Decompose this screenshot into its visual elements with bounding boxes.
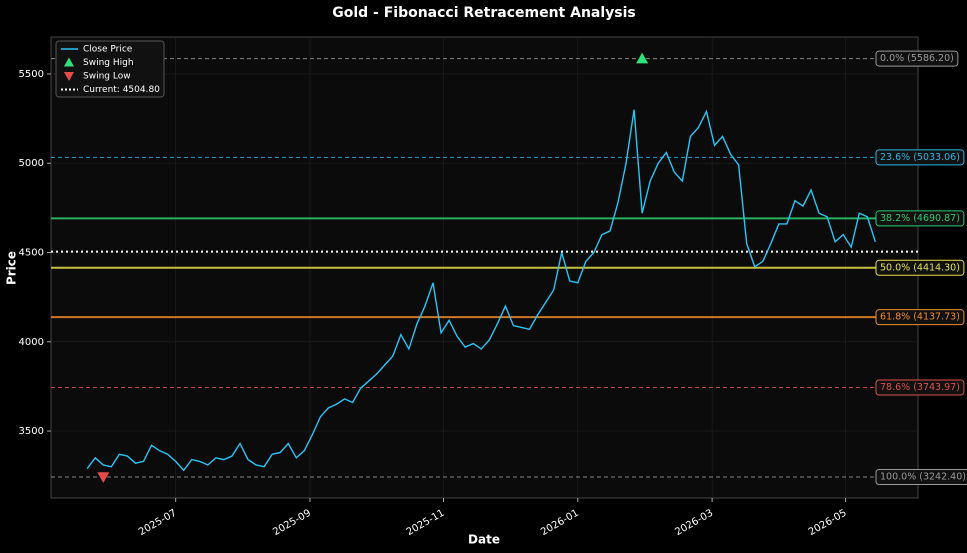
swing-marker	[97, 472, 110, 484]
fib-label-box	[875, 379, 965, 396]
y-tick-label: 3500	[19, 426, 44, 437]
fib-label-box	[875, 50, 959, 67]
fib-label-box	[875, 309, 965, 326]
fib-label: 61.8% (4137.73)	[875, 309, 965, 326]
legend-label: Current: 4504.80	[83, 85, 160, 95]
fib-level-label: 50.0% (4414.30)	[880, 262, 960, 273]
legend-label: Swing Low	[83, 72, 131, 82]
x-axis-label: Date	[468, 533, 500, 547]
fib-level-label: 61.8% (4137.73)	[880, 312, 960, 323]
fib-level-label: 38.2% (4690.87)	[880, 213, 960, 224]
chart-title: Gold - Fibonacci Retracement Analysis	[332, 5, 636, 21]
fib-label: 100.0% (3242.40)	[875, 469, 967, 486]
fib-label-box	[875, 469, 967, 486]
fib-level-label: 78.6% (3743.97)	[880, 382, 960, 393]
legend-label: Close Price	[83, 45, 133, 55]
fib-label: 78.6% (3743.97)	[875, 379, 965, 396]
fib-label: 38.2% (4690.87)	[875, 210, 965, 227]
fib-label-box	[875, 259, 965, 276]
fib-label: 23.6% (5033.06)	[875, 149, 965, 166]
fib-label: 0.0% (5586.20)	[875, 50, 959, 67]
y-tick-label: 5000	[19, 158, 44, 169]
fib-label-box	[875, 210, 965, 227]
y-axis-label: Price	[5, 251, 19, 285]
swing-marker	[636, 52, 649, 64]
fib-label: 50.0% (4414.30)	[875, 259, 965, 276]
price-line	[86, 109, 877, 472]
y-tick-label: 4000	[19, 337, 44, 348]
legend-label: Swing High	[83, 58, 134, 68]
fib-level-label: 0.0% (5586.20)	[880, 53, 954, 64]
y-tick-label: 5500	[19, 69, 44, 80]
legend-swatch	[64, 72, 74, 81]
fib-label-box	[875, 149, 965, 166]
y-tick-label: 4500	[19, 248, 44, 259]
fib-level-label: 100.0% (3242.40)	[880, 472, 966, 483]
fib-level-label: 23.6% (5033.06)	[880, 152, 960, 163]
legend-swatch	[64, 57, 74, 67]
legend-box	[55, 40, 165, 98]
